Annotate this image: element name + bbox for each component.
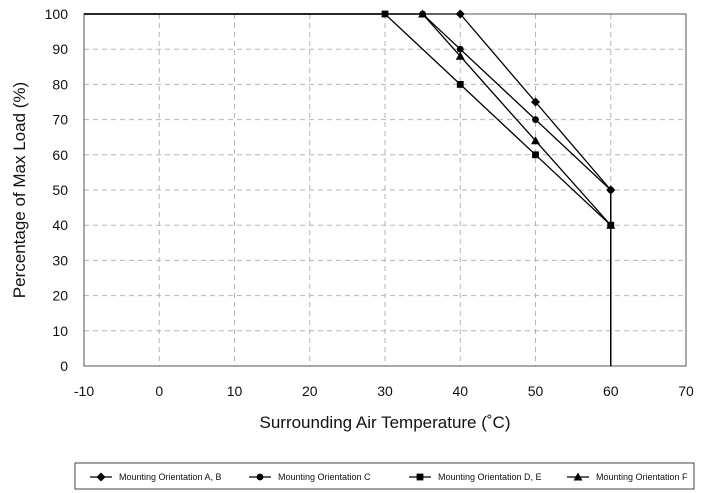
x-tick-label: 60	[603, 383, 619, 399]
y-tick-label: 20	[52, 288, 68, 304]
series-2	[84, 10, 615, 366]
x-tick-label: 0	[155, 383, 163, 399]
y-tick-label: 100	[45, 6, 69, 22]
x-tick-label: 10	[227, 383, 243, 399]
triangle-marker	[531, 136, 540, 145]
square-marker	[456, 81, 464, 88]
y-tick-label: 30	[52, 252, 68, 268]
series-4	[84, 9, 616, 366]
triangle-marker	[418, 9, 428, 18]
triangle-marker	[606, 220, 616, 229]
y-tick-label: 90	[52, 41, 68, 57]
circle-marker	[532, 116, 539, 123]
legend-item: Mounting Orientation D, E	[409, 472, 542, 482]
series-3	[84, 10, 615, 366]
x-tick-label: 20	[302, 383, 318, 399]
y-tick-label: 50	[52, 182, 68, 198]
x-tick-label: 50	[528, 383, 544, 399]
x-tick-label: 40	[452, 383, 468, 399]
diamond-marker	[531, 97, 540, 107]
y-tick-label: 10	[52, 323, 68, 339]
legend-diamond-marker	[96, 472, 106, 482]
y-axis-title: Percentage of Max Load (%)	[10, 82, 29, 298]
legend-circle-marker	[256, 473, 264, 481]
legend-label: Mounting Orientation D, E	[438, 472, 542, 482]
x-axis-ticks: -10 0 10 20 30 40 50 60 70	[74, 383, 694, 399]
legend-label: Mounting Orientation A, B	[119, 472, 222, 482]
series-line	[84, 13, 612, 366]
y-tick-label: 0	[60, 358, 68, 374]
x-tick-label: 70	[678, 383, 694, 399]
triangle-marker	[455, 51, 465, 60]
circle-marker	[607, 186, 615, 194]
legend-item: Mounting Orientation F	[567, 472, 688, 482]
x-tick-label: -10	[74, 383, 94, 399]
circle-marker	[456, 45, 464, 53]
y-tick-label: 80	[52, 76, 68, 92]
y-axis-ticks: 0 10 20 30 40 50 60 70 80 90 100	[45, 6, 69, 374]
x-tick-label: 30	[377, 383, 393, 399]
series-lines	[84, 9, 616, 366]
legend-square-marker	[416, 473, 424, 481]
legend-item: Mounting Orientation A, B	[90, 472, 222, 482]
legend-item: Mounting Orientation C	[249, 472, 371, 482]
x-axis-title: Surrounding Air Temperature (˚C)	[259, 413, 510, 432]
y-tick-label: 40	[52, 217, 68, 233]
legend-triangle-marker	[573, 472, 583, 481]
legend-label: Mounting Orientation F	[596, 472, 688, 482]
legend-box	[74, 462, 695, 490]
legend-label: Mounting Orientation C	[278, 472, 371, 482]
square-marker	[532, 151, 539, 159]
grid	[84, 14, 686, 366]
y-tick-label: 60	[52, 147, 68, 163]
y-tick-label: 70	[52, 112, 68, 128]
diamond-marker	[455, 9, 465, 19]
legend: Mounting Orientation A, B Mounting Orient…	[74, 462, 695, 490]
